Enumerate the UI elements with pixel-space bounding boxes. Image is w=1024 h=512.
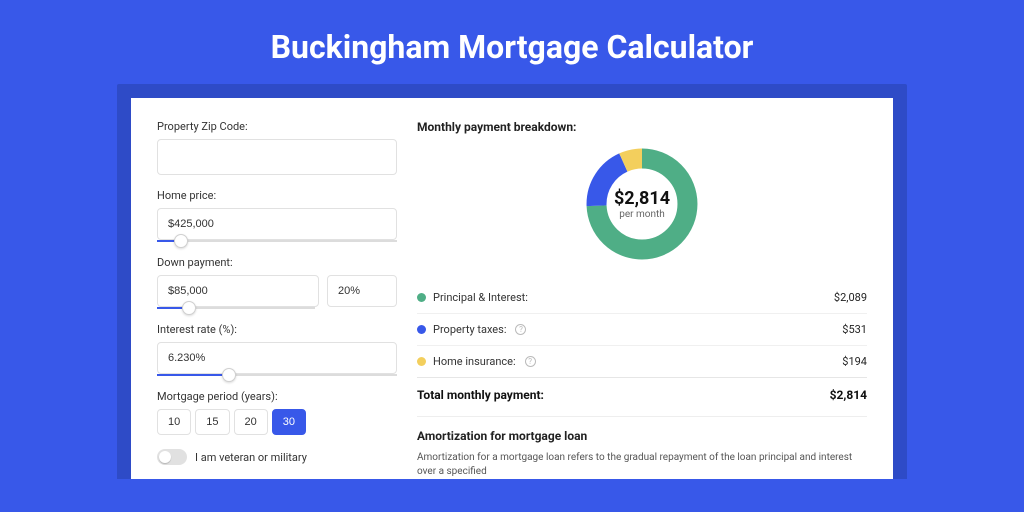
legend-label: Home insurance: [433, 355, 516, 368]
period-button-15[interactable]: 15 [195, 409, 229, 435]
total-row: Total monthly payment: $2,814 [417, 377, 867, 416]
legend-amount: $194 [842, 355, 867, 368]
veteran-label: I am veteran or military [195, 451, 307, 464]
calculator-card: Property Zip Code: Home price: Down paym… [131, 98, 893, 479]
interest-slider-thumb[interactable] [222, 368, 236, 382]
legend-label: Principal & Interest: [433, 291, 528, 304]
legend-label: Property taxes: [433, 323, 506, 336]
amortization-text: Amortization for a mortgage loan refers … [417, 451, 867, 479]
donut-sub: per month [619, 209, 665, 220]
donut-amount: $2,814 [614, 188, 670, 209]
total-amount: $2,814 [830, 388, 867, 402]
donut-center: $2,814 per month [582, 144, 702, 264]
zip-label: Property Zip Code: [157, 120, 397, 133]
interest-slider[interactable] [157, 374, 397, 376]
period-button-30[interactable]: 30 [272, 409, 306, 435]
legend-dot [417, 293, 426, 302]
interest-label: Interest rate (%): [157, 323, 397, 336]
home-price-field: Home price: [157, 189, 397, 242]
legend-amount: $2,089 [834, 291, 867, 304]
breakdown-column: Monthly payment breakdown: $2,814 per mo… [417, 120, 867, 479]
down-payment-input[interactable] [157, 275, 319, 307]
form-column: Property Zip Code: Home price: Down paym… [157, 120, 397, 479]
interest-input[interactable] [157, 342, 397, 374]
amortization-title: Amortization for mortgage loan [417, 429, 867, 443]
legend-row: Principal & Interest: $2,089 [417, 282, 867, 313]
down-payment-pct-input[interactable] [327, 275, 397, 307]
legend-dot [417, 357, 426, 366]
down-payment-slider[interactable] [157, 307, 315, 309]
legend: Principal & Interest: $2,089 Property taxe… [417, 282, 867, 377]
home-price-slider-thumb[interactable] [174, 234, 188, 248]
legend-amount: $531 [842, 323, 867, 336]
help-icon[interactable]: ? [525, 356, 536, 367]
legend-dot [417, 325, 426, 334]
page-title: Buckingham Mortgage Calculator [0, 0, 1024, 84]
veteran-toggle[interactable] [157, 449, 187, 465]
veteran-row: I am veteran or military [157, 449, 397, 465]
interest-slider-fill [157, 374, 229, 376]
legend-row: Home insurance:? $194 [417, 345, 867, 377]
donut-wrap: $2,814 per month [417, 144, 867, 264]
period-field: Mortgage period (years): 10152030 [157, 390, 397, 435]
donut-chart: $2,814 per month [582, 144, 702, 264]
period-button-10[interactable]: 10 [157, 409, 191, 435]
breakdown-title: Monthly payment breakdown: [417, 120, 867, 134]
home-price-label: Home price: [157, 189, 397, 202]
down-payment-slider-thumb[interactable] [182, 301, 196, 315]
interest-field: Interest rate (%): [157, 323, 397, 376]
veteran-toggle-knob [159, 451, 171, 463]
home-price-slider[interactable] [157, 240, 397, 242]
legend-row: Property taxes:? $531 [417, 313, 867, 345]
calculator-band: Property Zip Code: Home price: Down paym… [117, 84, 907, 479]
total-label: Total monthly payment: [417, 388, 544, 402]
period-button-20[interactable]: 20 [234, 409, 268, 435]
zip-field: Property Zip Code: [157, 120, 397, 175]
down-payment-label: Down payment: [157, 256, 397, 269]
period-label: Mortgage period (years): [157, 390, 397, 403]
amortization-block: Amortization for mortgage loan Amortizat… [417, 416, 867, 479]
help-icon[interactable]: ? [515, 324, 526, 335]
home-price-input[interactable] [157, 208, 397, 240]
down-payment-field: Down payment: [157, 256, 397, 309]
period-buttons: 10152030 [157, 409, 397, 435]
zip-input[interactable] [157, 139, 397, 175]
